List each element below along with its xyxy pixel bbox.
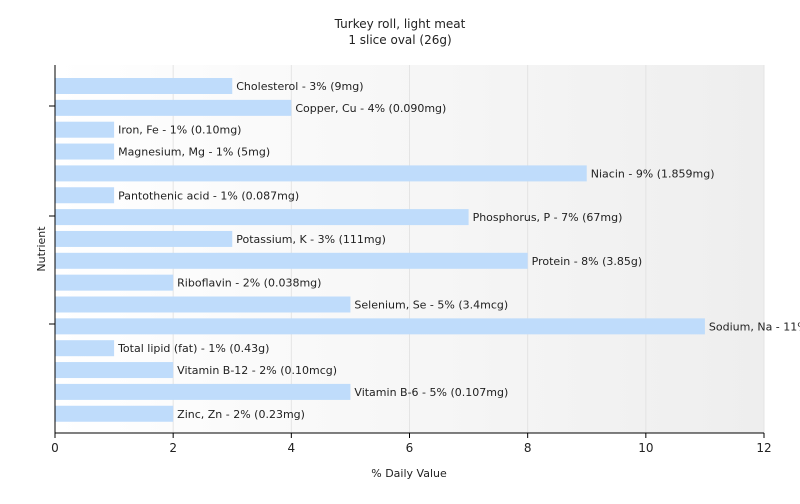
- data-label-5: Pantothenic acid - 1% (0.087mg): [118, 189, 299, 202]
- bar-10: [55, 296, 351, 313]
- bar-15: [55, 405, 174, 422]
- bar-5: [55, 187, 115, 204]
- data-label-14: Vitamin B-6 - 5% (0.107mg): [354, 386, 508, 399]
- chart-title: Turkey roll, light meat: [334, 17, 466, 31]
- x-tick-label-2: 4: [288, 441, 296, 455]
- bar-9: [55, 274, 174, 291]
- data-label-6: Phosphorus, P - 7% (67mg): [473, 211, 623, 224]
- bar-12: [55, 340, 115, 357]
- data-label-4: Niacin - 9% (1.859mg): [591, 167, 715, 180]
- x-tick-label-4: 8: [524, 441, 532, 455]
- bar-3: [55, 143, 115, 160]
- data-label-8: Protein - 8% (3.85g): [532, 255, 643, 268]
- bars: [55, 78, 705, 422]
- data-label-12: Total lipid (fat) - 1% (0.43g): [117, 342, 269, 355]
- bar-1: [55, 99, 292, 116]
- data-label-1: Copper, Cu - 4% (0.090mg): [295, 102, 446, 115]
- data-label-11: Sodium, Na - 11% (271mg): [709, 320, 800, 333]
- x-tick-label-5: 10: [638, 441, 653, 455]
- bar-7: [55, 230, 233, 247]
- bar-8: [55, 252, 528, 269]
- data-labels: Cholesterol - 3% (9mg) Copper, Cu - 4% (0…: [117, 80, 800, 421]
- y-axis-label: Nutrient: [35, 226, 48, 272]
- x-tick-label-1: 2: [169, 441, 177, 455]
- bar-13: [55, 362, 174, 379]
- data-label-13: Vitamin B-12 - 2% (0.10mcg): [177, 364, 337, 377]
- data-label-9: Riboflavin - 2% (0.038mg): [177, 277, 321, 290]
- bar-2: [55, 121, 115, 138]
- data-label-7: Potassium, K - 3% (111mg): [236, 233, 386, 246]
- data-label-0: Cholesterol - 3% (9mg): [236, 80, 363, 93]
- chart-subtitle: 1 slice oval (26g): [348, 33, 451, 47]
- x-tick-label-0: 0: [51, 441, 59, 455]
- data-label-3: Magnesium, Mg - 1% (5mg): [118, 146, 270, 159]
- x-tick-label-6: 12: [756, 441, 771, 455]
- bar-6: [55, 209, 469, 226]
- bar-14: [55, 383, 351, 400]
- data-label-15: Zinc, Zn - 2% (0.23mg): [177, 408, 305, 421]
- data-label-2: Iron, Fe - 1% (0.10mg): [118, 124, 241, 137]
- x-tick-label-3: 6: [406, 441, 414, 455]
- grid-lines: [172, 65, 765, 433]
- bar-0: [55, 78, 233, 94]
- axes: 0 2 4 6 8 10 12: [49, 65, 772, 455]
- data-label-10: Selenium, Se - 5% (3.4mcg): [354, 299, 508, 312]
- bar-11: [55, 318, 705, 335]
- x-axis-label: % Daily Value: [371, 467, 447, 480]
- bar-4: [55, 165, 587, 182]
